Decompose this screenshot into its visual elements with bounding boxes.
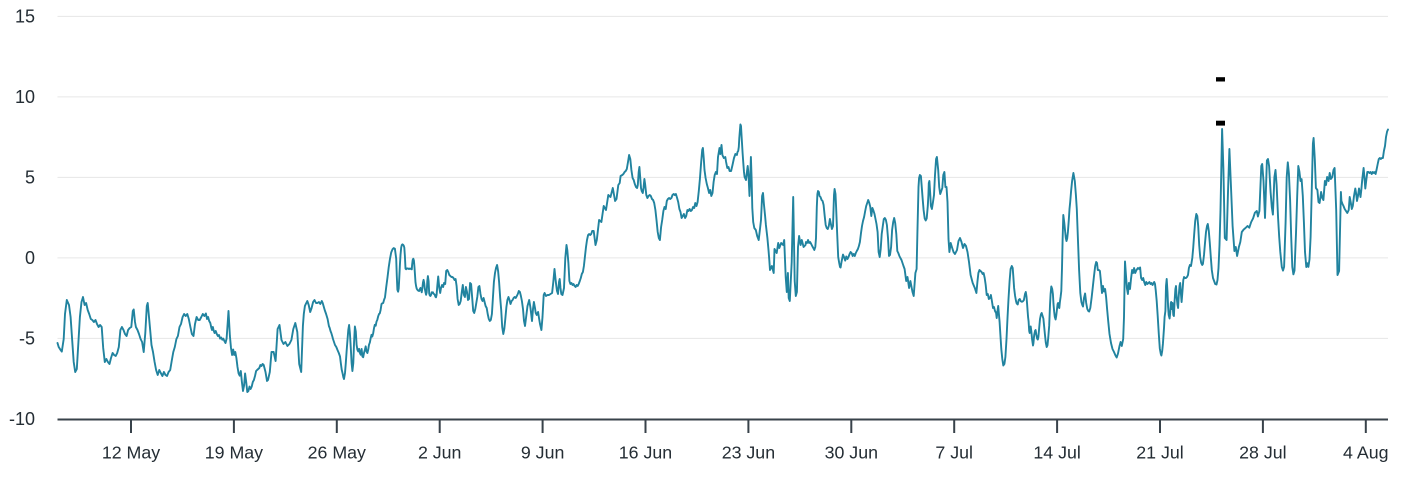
svg-text:9 Jun: 9 Jun <box>521 443 565 463</box>
svg-text:30 Jun: 30 Jun <box>825 443 878 463</box>
svg-text:23 Jun: 23 Jun <box>722 443 775 463</box>
svg-text:28 Jul: 28 Jul <box>1239 443 1286 463</box>
svg-text:12 May: 12 May <box>102 443 160 463</box>
svg-text:26 May: 26 May <box>308 443 366 463</box>
svg-text:-5: -5 <box>19 328 35 348</box>
svg-text:-10: -10 <box>9 409 35 429</box>
svg-text:5: 5 <box>25 167 35 187</box>
svg-text:0: 0 <box>25 248 35 268</box>
svg-text:4 Aug: 4 Aug <box>1343 443 1389 463</box>
svg-text:10: 10 <box>15 87 35 107</box>
svg-text:21 Jul: 21 Jul <box>1136 443 1183 463</box>
svg-text:16 Jun: 16 Jun <box>619 443 672 463</box>
svg-text:14 Jul: 14 Jul <box>1033 443 1080 463</box>
svg-text:19 May: 19 May <box>205 443 263 463</box>
svg-text:15: 15 <box>15 6 35 26</box>
svg-text:7 Jul: 7 Jul <box>935 443 973 463</box>
svg-text:2 Jun: 2 Jun <box>418 443 462 463</box>
